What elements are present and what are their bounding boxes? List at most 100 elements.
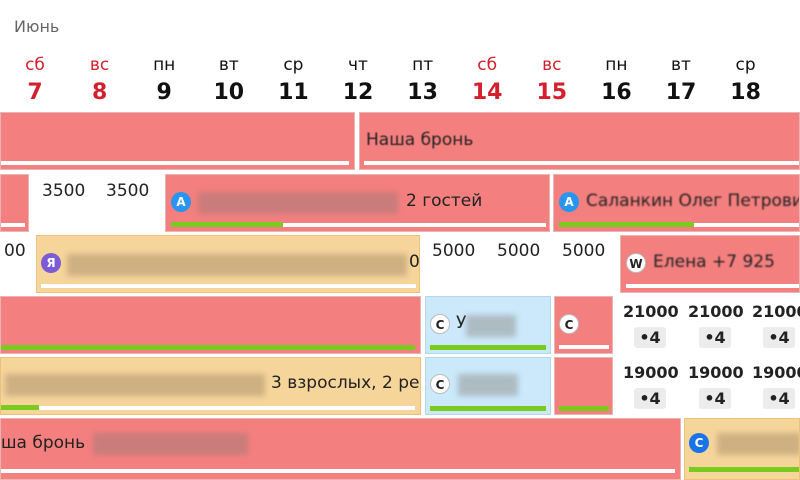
day-column-header: чт 12	[338, 54, 378, 107]
guest-count-badge: •4	[763, 327, 795, 348]
day-column-header: сб 14	[467, 54, 507, 107]
day-of-week: вт	[671, 55, 691, 75]
airbnb-source-icon: A	[559, 192, 579, 212]
rate-tile[interactable]: 19000 •4	[752, 363, 800, 409]
booking-block[interactable]	[0, 174, 29, 232]
day-of-week: ср	[735, 55, 756, 75]
channel-source-icon: C	[689, 433, 709, 453]
redacted-guest-name	[458, 374, 518, 396]
status-bar	[559, 345, 609, 349]
day-column-header: пн 9	[144, 54, 184, 107]
day-column-header: вт 10	[209, 54, 249, 107]
rate-price: 19000	[688, 363, 744, 382]
guest-count-badge: •4	[699, 388, 731, 409]
day-number: 17	[665, 80, 697, 105]
day-of-week: пн	[153, 55, 176, 75]
guest-count-badge: •4	[634, 327, 666, 348]
guest-count-badge: •4	[634, 388, 666, 409]
price-cell[interactable]: 5000	[432, 241, 476, 261]
booking-block[interactable]: C	[425, 357, 551, 415]
day-column-header: вс 8	[80, 54, 120, 107]
status-bar	[171, 223, 546, 227]
status-bar	[626, 284, 799, 288]
rate-price: 21000	[752, 302, 800, 321]
guest-count-badge: •4	[763, 388, 795, 409]
source-icon: W	[626, 253, 646, 273]
day-number: 18	[730, 80, 761, 105]
day-column-header: пт 13	[403, 54, 443, 107]
payment-progress	[430, 406, 546, 411]
status-bar	[1, 223, 25, 227]
booking-label: Саланкин Олег Петрович	[586, 191, 800, 211]
booking-block[interactable]: C	[554, 296, 613, 354]
channel-source-icon: C	[430, 314, 450, 334]
rate-price: 21000	[688, 302, 744, 321]
rate-tile[interactable]: 19000 •4	[623, 363, 679, 409]
price-cell[interactable]: 3500	[106, 181, 150, 201]
price-cell[interactable]: 00	[4, 241, 26, 261]
rate-tile[interactable]: 21000 •4	[623, 302, 679, 348]
payment-progress	[559, 222, 694, 227]
day-number: 7	[27, 80, 43, 105]
day-number: 10	[213, 80, 245, 105]
rate-price: 19000	[623, 363, 679, 382]
redacted-guest-name	[466, 315, 516, 337]
payment-progress	[430, 345, 546, 350]
month-label: Июнь	[14, 17, 60, 36]
rate-tile[interactable]: 21000 •4	[752, 302, 800, 348]
day-column-header: сб 7	[15, 54, 55, 107]
booking-block[interactable]	[0, 296, 421, 354]
rate-tile[interactable]: 19000 •4	[688, 363, 744, 409]
channel-source-icon: C	[430, 374, 450, 394]
day-number: 16	[601, 80, 632, 105]
booking-block[interactable]: A Саланкин Олег Петрович	[553, 174, 800, 232]
booking-block[interactable]	[0, 112, 355, 170]
booking-label: 2 гостей	[406, 191, 483, 211]
booking-block[interactable]: 3 взрослых, 2 ре	[0, 357, 421, 415]
day-of-week: пт	[412, 55, 434, 75]
redacted-guest-name	[717, 433, 799, 455]
day-number: 14	[471, 80, 503, 105]
payment-progress	[1, 405, 39, 410]
day-of-week: вс	[542, 55, 562, 75]
channel-source-icon: C	[559, 314, 579, 334]
day-column-header: вт 17	[661, 54, 701, 107]
day-of-week: сб	[477, 55, 498, 75]
day-number: 11	[278, 80, 309, 105]
day-of-week: чт	[348, 55, 368, 75]
booking-block[interactable]: C У	[425, 296, 551, 354]
booking-block[interactable]: Я 0	[36, 235, 420, 293]
airbnb-source-icon: A	[171, 192, 191, 212]
booking-label: У	[456, 313, 467, 333]
day-of-week: вт	[218, 55, 239, 75]
redacted-guest-name	[5, 374, 265, 396]
day-number: 12	[342, 80, 374, 105]
booking-label: 3 взрослых, 2 ре	[271, 373, 420, 393]
day-column-header: ср 11	[273, 54, 313, 107]
day-number: 13	[407, 80, 438, 105]
booking-label: Елена +7 925	[653, 252, 775, 272]
rate-price: 19000	[752, 363, 800, 382]
status-bar	[1, 406, 415, 410]
booking-block[interactable]: Наша бронь	[359, 112, 800, 170]
day-number: 9	[156, 80, 172, 105]
day-number: 8	[91, 80, 108, 105]
day-of-week: пн	[605, 55, 628, 75]
day-of-week: ср	[283, 55, 304, 75]
day-of-week: вс	[89, 55, 110, 75]
guest-count-badge: •4	[699, 327, 731, 348]
booking-block[interactable]: A 2 гостей	[165, 174, 550, 232]
payment-progress	[1, 345, 415, 350]
rate-tile[interactable]: 21000 •4	[688, 302, 744, 348]
price-cell[interactable]: 5000	[497, 241, 541, 261]
status-bar	[364, 161, 799, 165]
price-cell[interactable]: 5000	[562, 241, 606, 261]
booking-block[interactable]: W Елена +7 925	[620, 235, 800, 293]
day-number: 15	[536, 80, 568, 105]
price-cell[interactable]: 3500	[42, 181, 86, 201]
booking-block[interactable]	[554, 357, 613, 415]
booking-block[interactable]: ша бронь	[0, 418, 681, 480]
booking-block[interactable]: C	[684, 418, 800, 480]
status-bar	[1, 161, 349, 165]
day-column-header: пн 16	[596, 54, 636, 107]
